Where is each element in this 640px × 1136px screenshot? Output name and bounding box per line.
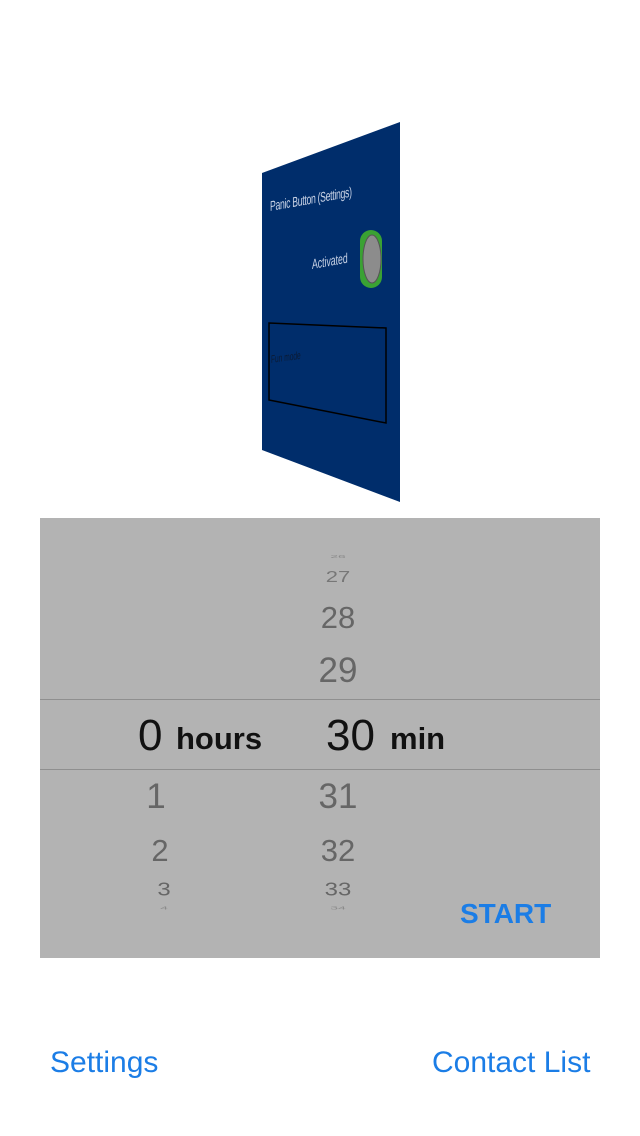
minute-option[interactable]: 32 xyxy=(320,833,356,868)
minute-option[interactable]: 27 xyxy=(325,567,351,586)
minute-option[interactable]: 26 xyxy=(330,553,346,559)
contact-list-link[interactable]: Contact List xyxy=(432,1046,591,1079)
timer-picker[interactable]: 26 27 28 29 0 hours 30 min 1 2 3 4 31 32… xyxy=(40,518,600,958)
settings-preview-panel: Panic Button (Settings) Activated Fun mo… xyxy=(262,122,402,502)
picker-selection-band xyxy=(40,699,600,770)
mode-box xyxy=(268,322,387,424)
hour-option[interactable]: 2 xyxy=(151,833,169,868)
minute-option[interactable]: 28 xyxy=(320,600,356,635)
hours-unit-label: hours xyxy=(176,721,263,756)
activated-toggle[interactable] xyxy=(358,230,384,288)
hours-selected[interactable]: 0 xyxy=(138,711,163,760)
minute-option[interactable]: 34 xyxy=(330,905,346,911)
minutes-selected[interactable]: 30 xyxy=(326,711,375,760)
minute-option[interactable]: 33 xyxy=(324,879,352,900)
panel-background xyxy=(262,122,400,502)
minute-option[interactable]: 29 xyxy=(318,651,358,690)
start-button[interactable]: START xyxy=(460,898,552,929)
hour-option[interactable]: 3 xyxy=(157,879,171,900)
hour-option[interactable]: 4 xyxy=(160,905,168,911)
settings-link[interactable]: Settings xyxy=(50,1046,159,1079)
hour-option[interactable]: 1 xyxy=(146,777,166,816)
minutes-unit-label: min xyxy=(390,721,446,756)
minute-option[interactable]: 31 xyxy=(318,777,358,816)
